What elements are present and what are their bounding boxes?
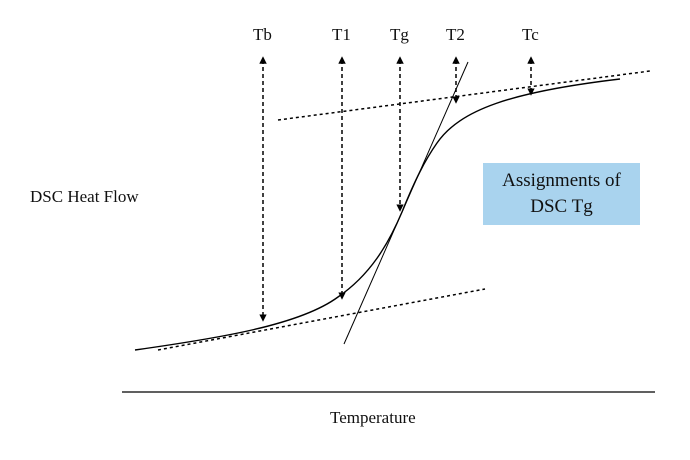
lower-baseline (157, 288, 486, 351)
tb-label: Tb (253, 25, 272, 44)
callout-line-1: Assignments of (502, 170, 621, 191)
callout-box: Assignments of DSC Tg (483, 163, 640, 225)
x-axis-label: Temperature (330, 408, 416, 427)
t2-label: T2 (446, 25, 465, 44)
upper-baseline (277, 70, 651, 121)
tc-label: Tc (522, 25, 539, 44)
callout-line-2: DSC Tg (530, 196, 593, 217)
dsc-curve (134, 78, 621, 351)
y-axis-label: DSC Heat Flow (30, 187, 139, 206)
t1-label: T1 (332, 25, 351, 44)
tg-label: Tg (390, 25, 409, 44)
